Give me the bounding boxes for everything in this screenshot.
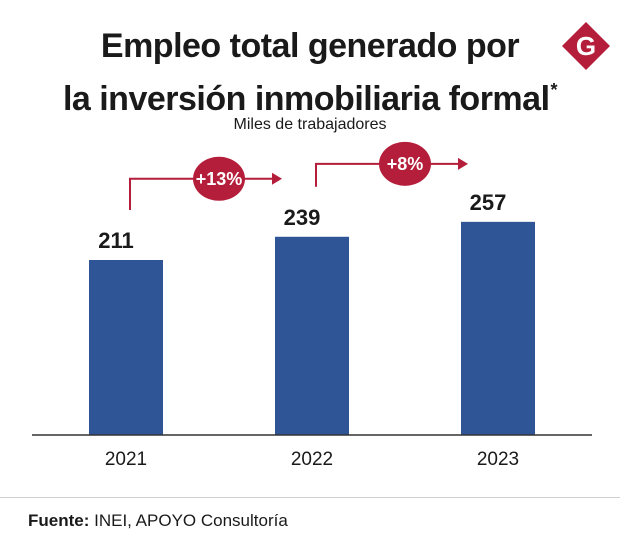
growth-label-1: +13% <box>196 169 243 189</box>
growth-label-2: +8% <box>387 154 424 174</box>
data-label-2021: 211 <box>98 228 134 253</box>
bar-2021 <box>89 260 163 435</box>
source-text: INEI, APOYO Consultoría <box>89 511 288 530</box>
bar-chart: 2021 2022 2023 211 239 257 +13% +8% <box>32 141 592 470</box>
title-line-2: la inversión inmobiliaria formal* <box>0 68 620 121</box>
bar-2022 <box>275 236 349 435</box>
source-label: Fuente: <box>28 511 90 530</box>
x-tick-label-2023: 2023 <box>477 449 519 470</box>
growth-arrowhead-1 <box>272 172 282 185</box>
growth-badge-2 <box>379 141 431 186</box>
bar-2023 <box>461 221 535 435</box>
footer-divider <box>0 497 620 498</box>
source-note: Fuente: INEI, APOYO Consultoría <box>28 511 288 531</box>
data-label-2022: 239 <box>284 205 321 230</box>
brand-logo-icon: G <box>562 22 610 70</box>
growth-arrowhead-2 <box>458 157 468 170</box>
chart-title: Empleo total generado por la inversión i… <box>0 24 620 121</box>
chart-subtitle: Miles de trabajadores <box>233 116 387 133</box>
data-label-2023: 257 <box>470 190 507 215</box>
x-tick-label-2022: 2022 <box>291 449 333 470</box>
logo-letter: G <box>576 31 596 61</box>
x-tick-label-2021: 2021 <box>105 449 147 470</box>
title-line-2-text: la inversión inmobiliaria formal <box>62 80 550 118</box>
growth-badge-1 <box>193 156 245 201</box>
title-asterisk: * <box>550 80 558 100</box>
title-line-1: Empleo total generado por <box>100 27 520 65</box>
